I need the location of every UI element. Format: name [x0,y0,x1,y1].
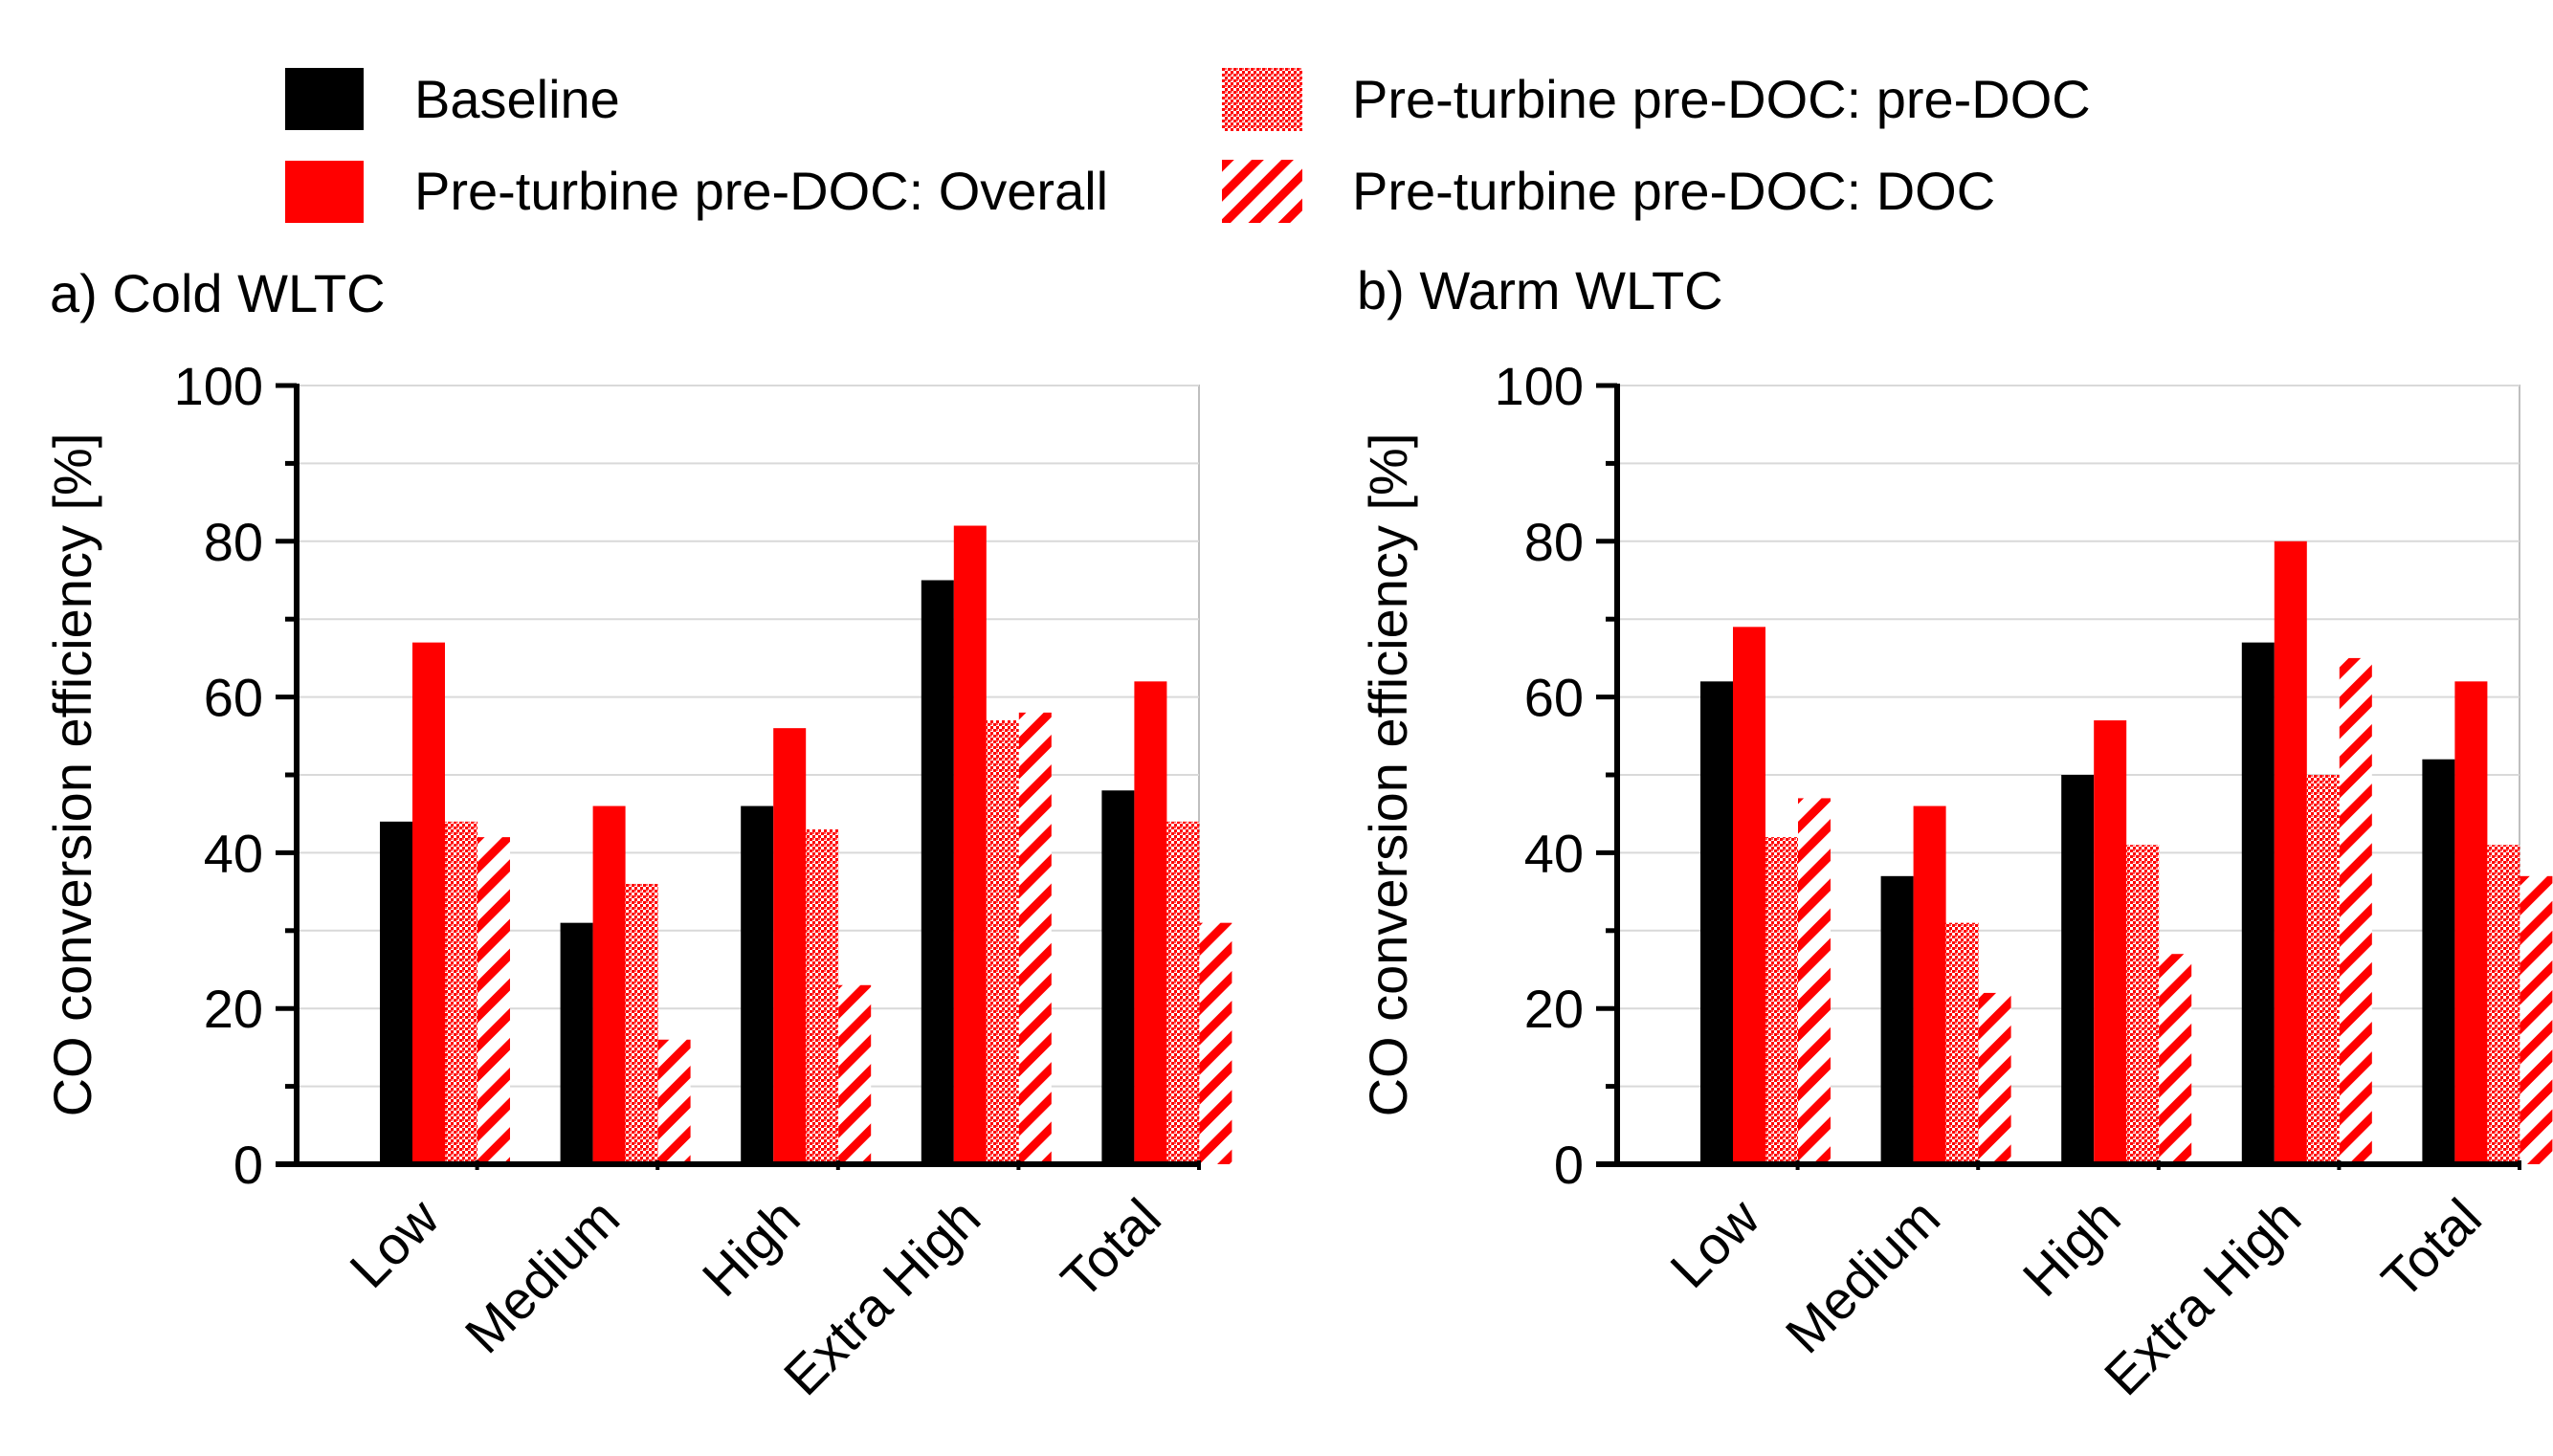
bar [592,805,626,1164]
bar [806,828,839,1164]
x-category-label: High [691,1187,811,1308]
bar [921,580,954,1164]
bar [1166,821,1200,1164]
bar [773,728,807,1164]
bar [2306,775,2340,1164]
bar [2487,845,2520,1164]
bar [2454,681,2488,1164]
legend-label-pre-doc: Pre-turbine pre-DOC: pre-DOC [1352,69,2091,129]
bar [1880,875,1914,1164]
bar [2241,642,2275,1164]
y-tick-label: 80 [1524,512,1584,572]
legend-swatch-pre-doc [1222,68,1302,131]
y-axis-title: CO conversion efficiency [%] [42,433,102,1117]
legend-swatch-overall [285,161,364,223]
legend-label-doc: Pre-turbine pre-DOC: DOC [1352,161,1996,221]
bar [1018,712,1052,1164]
y-tick-label: 100 [1495,356,1584,416]
bar [2094,720,2127,1164]
x-category-label: Low [1658,1187,1771,1300]
y-tick-label: 60 [1524,668,1584,728]
bar [477,837,510,1164]
bar [1134,681,1167,1164]
bar [657,1039,691,1164]
legend-swatch-doc [1222,160,1302,223]
bar [2126,845,2160,1164]
y-tick-label: 0 [233,1135,263,1195]
y-tick-label: 80 [204,512,263,572]
y-tick-label: 20 [1524,979,1584,1039]
bar [2339,657,2372,1164]
bar [2061,775,2095,1164]
bar [1733,627,1765,1164]
legend-label-baseline: Baseline [414,69,620,129]
x-category-label: Extra High [2093,1187,2312,1406]
panel-a-title: a) Cold WLTC [50,263,386,323]
bar [1101,790,1135,1164]
bar [2520,875,2553,1164]
bar [1700,681,1733,1164]
x-category-label: Total [2370,1187,2493,1310]
y-tick-label: 40 [204,823,263,883]
y-tick-label: 100 [174,356,263,416]
panel-b-title: b) Warm WLTC [1357,260,1723,320]
bar [2159,954,2192,1164]
bar [1798,798,1831,1164]
legend-swatch-baseline [285,68,364,130]
bar [380,821,412,1164]
bar [445,821,477,1164]
bar [2422,759,2455,1164]
bar [1913,805,1946,1164]
y-tick-label: 20 [204,979,263,1039]
bar [560,922,593,1164]
bar [838,984,872,1164]
bar [1945,922,1979,1164]
bar [953,525,987,1164]
y-tick-label: 40 [1524,823,1584,883]
bar [2274,540,2307,1164]
bar [1765,837,1798,1164]
x-category-label: Medium [454,1187,631,1364]
y-tick-label: 60 [204,668,263,728]
x-category-label: Total [1050,1187,1172,1310]
x-category-label: High [2011,1187,2132,1308]
x-category-label: Low [338,1187,451,1300]
bar [1199,922,1232,1164]
bar [741,805,774,1164]
bar [1978,992,2011,1164]
y-axis-title: CO conversion efficiency [%] [1358,433,1418,1117]
x-category-label: Extra High [772,1187,991,1406]
bar [986,720,1019,1164]
x-category-label: Medium [1774,1187,1951,1364]
bar [412,642,445,1164]
bar [625,883,658,1164]
y-tick-label: 0 [1554,1135,1584,1195]
legend-label-overall: Pre-turbine pre-DOC: Overall [414,161,1109,221]
